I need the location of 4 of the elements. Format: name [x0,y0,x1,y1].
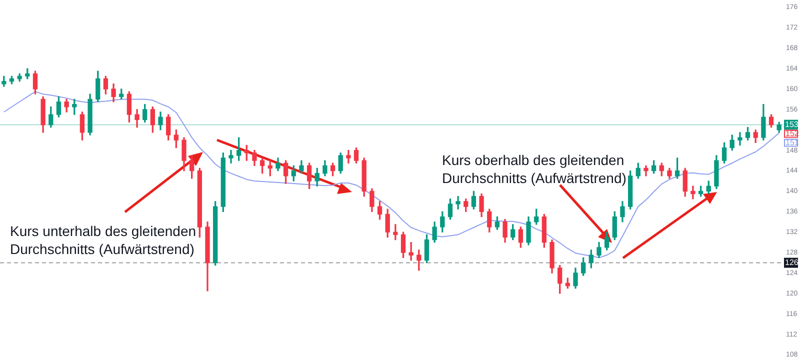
annotation: Kurs unterhalb des gleitenden Durchschnitts (Aufwärtstrend) [10,222,198,258]
ref-line-label: 126 [785,258,799,267]
annotation: Kurs oberhalb des gleitenden Durchschnitts (Aufwärtstrend) [442,151,628,187]
ref-line-label: 153 [785,120,799,129]
